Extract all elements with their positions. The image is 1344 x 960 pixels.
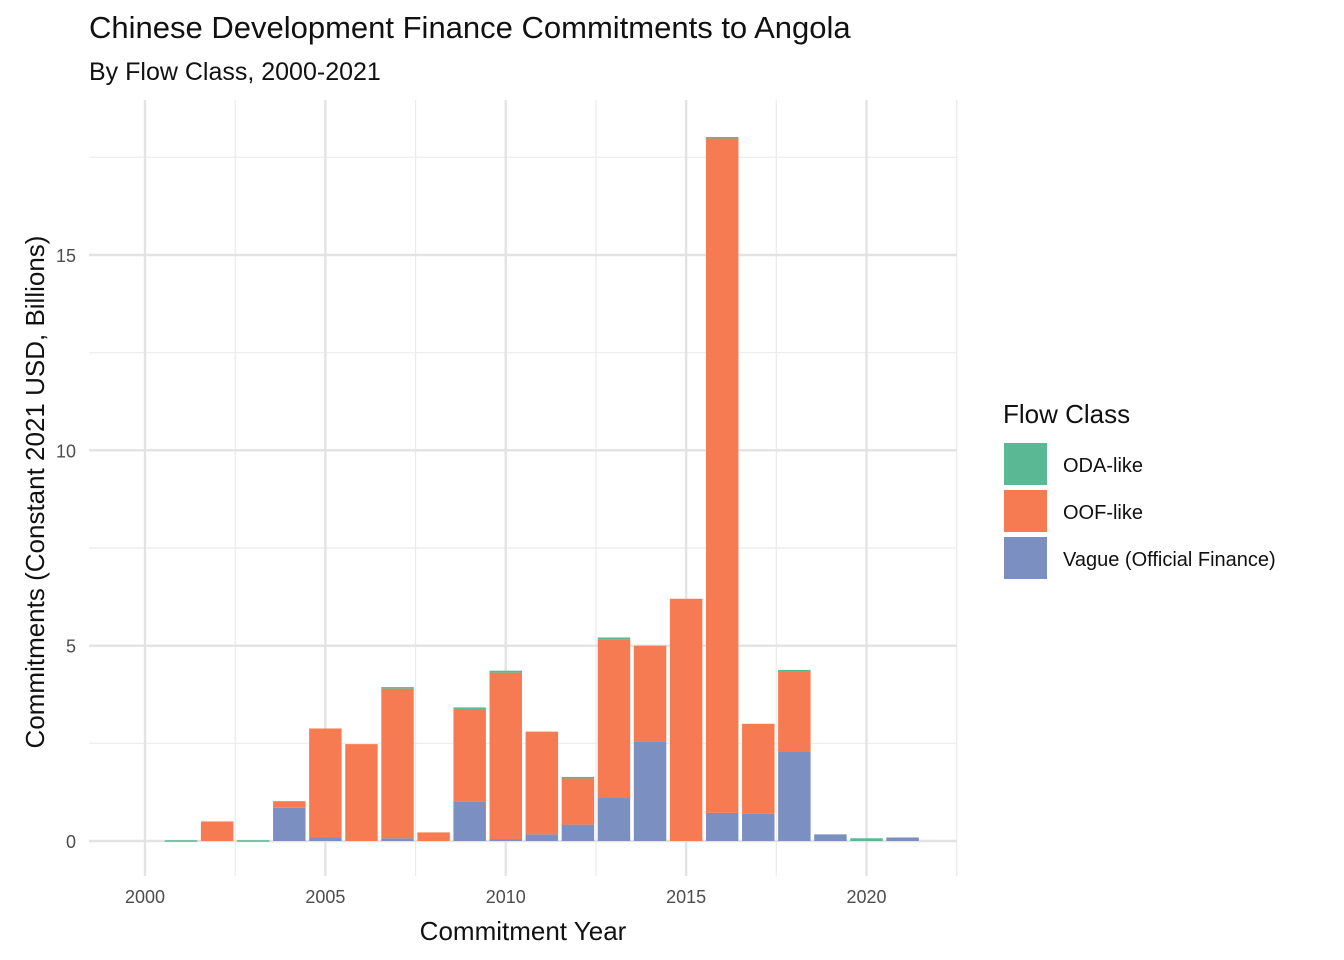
legend-swatch: [1004, 443, 1047, 485]
x-axis-ticks: 2000 2005 2010 2015 2020: [125, 887, 887, 907]
bar-2006-oof-like: [345, 744, 378, 841]
bar-2011-oof-like: [525, 731, 559, 835]
bar-2012-oof-like: [561, 777, 595, 825]
y-tick-label: 10: [56, 441, 76, 461]
x-axis-title: Commitment Year: [420, 916, 627, 946]
bar-2009-oof-like: [453, 708, 486, 802]
bar-2008-oof-like: [417, 832, 450, 841]
bar-2011-vague-official-finance: [525, 834, 559, 841]
legend-label: ODA-like: [1063, 455, 1143, 477]
bar-2002-oof-like: [200, 821, 234, 841]
bar-2004-vague-official-finance: [273, 807, 306, 841]
legend-swatch: [1004, 537, 1047, 579]
legend-label: Vague (Official Finance): [1063, 549, 1276, 571]
bar-2015-oof-like: [669, 598, 703, 841]
bars-layer: [164, 137, 919, 842]
x-tick-label: 2000: [125, 887, 165, 907]
bar-2013-vague-official-finance: [597, 798, 631, 841]
bar-2017-oof-like: [742, 723, 775, 814]
bar-2020-oda-like: [850, 838, 883, 841]
bar-2019-vague-official-finance: [814, 834, 847, 841]
bar-2014-oof-like: [633, 645, 667, 742]
bar-2013-oda-like: [597, 637, 631, 640]
bar-2009-oda-like: [453, 707, 486, 709]
bar-2010-vague-official-finance: [489, 839, 522, 841]
y-tick-label: 0: [66, 832, 76, 852]
legend: Flow Class ODA-like OOF-like Vague (Offici…: [1003, 399, 1276, 579]
bar-2013-oof-like: [597, 639, 631, 799]
y-axis-ticks: 0 5 10 15: [56, 246, 76, 852]
bar-2016-oof-like: [705, 137, 739, 813]
legend-label: OOF-like: [1063, 502, 1143, 524]
bar-2005-vague-official-finance: [309, 837, 342, 841]
chart-subtitle: By Flow Class, 2000-2021: [89, 58, 381, 86]
bar-2012-vague-official-finance: [561, 824, 595, 841]
legend-swatch: [1004, 490, 1047, 532]
bar-2004-oof-like: [273, 801, 306, 808]
bar-2005-oof-like: [309, 728, 342, 838]
bar-2007-oof-like: [381, 688, 414, 839]
bar-2001-oda-like: [164, 840, 198, 842]
x-tick-label: 2020: [846, 887, 886, 907]
bar-2021-vague-official-finance: [886, 837, 919, 841]
bar-2014-vague-official-finance: [633, 741, 667, 841]
y-tick-label: 15: [56, 246, 76, 266]
bar-2018-oof-like: [778, 671, 811, 752]
bar-2010-oof-like: [489, 672, 522, 840]
x-tick-label: 2015: [666, 887, 706, 907]
bar-2017-vague-official-finance: [742, 813, 775, 841]
grid-lines: [89, 100, 958, 876]
bar-2018-oda-like: [778, 669, 811, 672]
bar-2012-oda-like: [561, 776, 595, 779]
bar-2009-vague-official-finance: [453, 801, 486, 841]
legend-title: Flow Class: [1003, 399, 1130, 429]
bar-2007-oda-like: [381, 687, 414, 689]
bar-2016-oda-like: [705, 137, 739, 139]
bar-2003-oda-like: [236, 840, 270, 842]
y-tick-label: 5: [66, 637, 76, 657]
y-axis-title: Commitments (Constant 2021 USD, Billions…: [20, 236, 50, 749]
bar-2018-vague-official-finance: [778, 751, 811, 841]
bar-2007-vague-official-finance: [381, 838, 414, 841]
chart-title: Chinese Development Finance Commitments …: [89, 10, 851, 45]
x-tick-label: 2010: [486, 887, 526, 907]
bar-2010-oda-like: [489, 670, 522, 673]
x-tick-label: 2005: [305, 887, 345, 907]
bar-2016-vague-official-finance: [705, 812, 739, 841]
